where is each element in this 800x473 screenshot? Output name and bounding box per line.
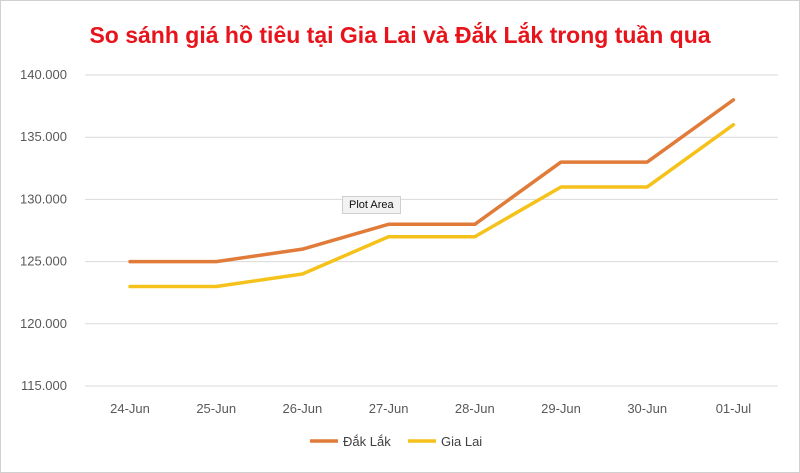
chart-title: So sánh giá hồ tiêu tại Gia Lai và Đắk L… xyxy=(89,22,711,48)
gridlines xyxy=(85,74,778,387)
x-tick-label: 30-Jun xyxy=(627,401,667,416)
x-tick-label: 29-Jun xyxy=(541,401,581,416)
y-tick-label: 120.000 xyxy=(20,316,67,331)
x-tick-label: 01-Jul xyxy=(716,401,752,416)
legend-label: Đắk Lắk xyxy=(343,434,391,449)
x-axis-ticks: 24-Jun 25-Jun 26-Jun 27-Jun 28-Jun 29-Jun 30-J… xyxy=(110,401,751,416)
legend: Đắk Lắk Gia Lai xyxy=(310,434,482,449)
y-tick-label: 115.000 xyxy=(21,378,67,393)
y-tick-label: 135.000 xyxy=(20,129,67,144)
y-tick-label: 125.000 xyxy=(20,254,67,269)
series-line[interactable] xyxy=(128,123,736,289)
plot-area-tooltip: Plot Area xyxy=(342,196,401,214)
legend-label: Gia Lai xyxy=(441,434,482,449)
x-tick-label: 28-Jun xyxy=(455,401,495,416)
series-lines xyxy=(128,98,736,289)
x-tick-label: 24-Jun xyxy=(110,401,150,416)
x-tick-label: 26-Jun xyxy=(283,401,323,416)
series-line[interactable] xyxy=(128,98,736,264)
y-axis-ticks: 115.000 120.000 125.000 130.000 135.000 140.0… xyxy=(20,67,67,393)
y-tick-label: 140.000 xyxy=(20,67,67,82)
x-tick-label: 27-Jun xyxy=(369,401,409,416)
y-tick-label: 130.000 xyxy=(20,191,67,206)
x-tick-label: 25-Jun xyxy=(196,401,236,416)
